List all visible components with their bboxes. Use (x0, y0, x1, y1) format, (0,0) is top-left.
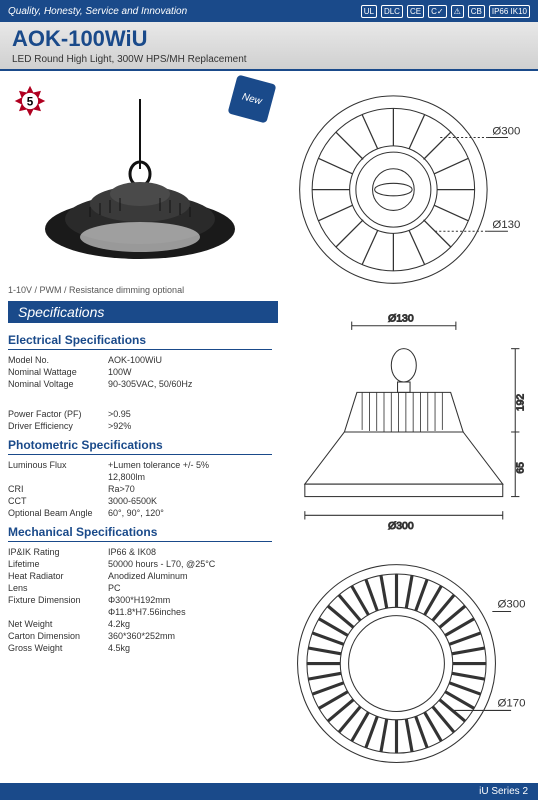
spec-label: Nominal Wattage (8, 367, 108, 377)
spec-value: Φ300*H192mm (108, 595, 272, 605)
cert-cb: CB (468, 5, 485, 18)
svg-text:Ø130: Ø130 (492, 219, 520, 231)
spec-value: >92% (108, 421, 272, 431)
right-column: Ø300 Ø130 Ø130 (280, 71, 538, 795)
spec-row: Heat RadiatorAnodized Aluminum (8, 570, 272, 582)
dimming-note: 1-10V / PWM / Resistance dimming optiona… (8, 285, 272, 295)
spec-label: Luminous Flux (8, 460, 108, 470)
spec-row: LensPC (8, 582, 272, 594)
spec-row: Power Factor (PF)>0.95 (8, 408, 272, 420)
spec-value: 90-305VAC, 50/60Hz (108, 379, 272, 389)
spec-group-title: Electrical Specifications (8, 327, 272, 350)
svg-text:Ø300: Ø300 (498, 598, 526, 610)
spec-row: Gross Weight4.5kg (8, 642, 272, 654)
spec-row: CRIRa>70 (8, 483, 272, 495)
spec-label: IP&IK Rating (8, 547, 108, 557)
cert-dlc: DLC (381, 5, 403, 18)
spec-row: Model No.AOK-100WiU (8, 354, 272, 366)
spec-row: Φ11.8*H7.56inches (8, 606, 272, 618)
svg-text:Ø300: Ø300 (492, 125, 520, 137)
spec-value: PC (108, 583, 272, 593)
footer: iU Series 2 (0, 783, 538, 800)
svg-text:65: 65 (516, 462, 527, 474)
spec-row: 12,800lm (8, 471, 272, 483)
spec-row: CCT3000-6500K (8, 495, 272, 507)
spec-label: Fixture Dimension (8, 595, 108, 605)
spec-group-title: Mechanical Specifications (8, 519, 272, 542)
footer-text: iU Series 2 (479, 786, 528, 797)
tagline: Quality, Honesty, Service and Innovation (8, 6, 187, 17)
cert-ip: IP66 IK10 (489, 5, 530, 18)
specifications-header: Specifications (8, 301, 278, 323)
spec-groups: Electrical Specifications Model No.AOK-10… (8, 327, 272, 654)
left-column: 5 New (0, 71, 280, 795)
spec-value: Ra>70 (108, 484, 272, 494)
spec-label: Heat Radiator (8, 571, 108, 581)
spec-value: Φ11.8*H7.56inches (108, 607, 272, 617)
photo-area: 5 New (8, 79, 272, 279)
diagram-side-view: Ø130 Ø300 (284, 307, 534, 536)
spec-row: Driver Efficiency>92% (8, 420, 272, 432)
cert-icons: UL DLC CE C✓ ⚠ CB IP66 IK10 (361, 5, 530, 18)
spec-label: Net Weight (8, 619, 108, 629)
spec-label: Nominal Voltage (8, 379, 108, 389)
spec-row: Carton Dimension360*360*252mm (8, 630, 272, 642)
cert-ul: UL (361, 5, 377, 18)
spec-value: 50000 hours - L70, @25°C (108, 559, 272, 569)
diagram-top-view: Ø300 Ø130 (284, 75, 534, 294)
spec-row: Lifetime50000 hours - L70, @25°C (8, 558, 272, 570)
spec-row: Net Weight4.2kg (8, 618, 272, 630)
spec-label: Power Factor (PF) (8, 409, 108, 419)
cert-rohs: ⚠ (451, 5, 464, 18)
top-bar: Quality, Honesty, Service and Innovation… (0, 0, 538, 22)
spec-label: Carton Dimension (8, 631, 108, 641)
spec-label: CRI (8, 484, 108, 494)
spec-value: AOK-100WiU (108, 355, 272, 365)
spec-label: Model No. (8, 355, 108, 365)
spec-label: Lens (8, 583, 108, 593)
spec-row: Fixture DimensionΦ300*H192mm (8, 594, 272, 606)
spec-value: 4.2kg (108, 619, 272, 629)
cert-cc: C✓ (428, 5, 446, 18)
spec-row: Luminous Flux+Lumen tolerance +/- 5% (8, 459, 272, 471)
subtitle: LED Round High Light, 300W HPS/MH Replac… (12, 54, 526, 65)
spec-label: CCT (8, 496, 108, 506)
spec-value: 360*360*252mm (108, 631, 272, 641)
spec-value: +Lumen tolerance +/- 5% (108, 460, 272, 470)
svg-text:Ø300: Ø300 (388, 521, 414, 532)
spec-value: >0.95 (108, 409, 272, 419)
spec-value: 100W (108, 367, 272, 377)
spec-value: Anodized Aluminum (108, 571, 272, 581)
new-label: New (241, 91, 263, 107)
diagram-bottom-view: Ø300 Ø170 (284, 549, 534, 778)
header: AOK-100WiU LED Round High Light, 300W HP… (0, 22, 538, 71)
spec-group-title: Photometric Specifications (8, 432, 272, 455)
svg-text:Ø170: Ø170 (498, 697, 526, 709)
spec-label: Optional Beam Angle (8, 508, 108, 518)
spec-label: Driver Efficiency (8, 421, 108, 431)
spec-row: Optional Beam Angle60°, 90°, 120° (8, 507, 272, 519)
svg-text:Ø130: Ø130 (388, 313, 414, 324)
spec-value: 3000-6500K (108, 496, 272, 506)
spec-label: Lifetime (8, 559, 108, 569)
spec-value: IP66 & IK08 (108, 547, 272, 557)
spec-value: 12,800lm (108, 472, 272, 482)
spec-value: 4.5kg (108, 643, 272, 653)
warranty-badge-icon: 5 (12, 83, 48, 119)
cert-ce: CE (407, 5, 424, 18)
svg-text:5: 5 (27, 96, 34, 109)
product-name: AOK-100WiU (12, 26, 526, 52)
spec-row: IP&IK RatingIP66 & IK08 (8, 546, 272, 558)
spec-value: 60°, 90°, 120° (108, 508, 272, 518)
spec-label: Gross Weight (8, 643, 108, 653)
spec-row: Nominal Voltage90-305VAC, 50/60Hz (8, 378, 272, 390)
spec-row: Nominal Wattage100W (8, 366, 272, 378)
svg-text:192: 192 (516, 393, 527, 411)
